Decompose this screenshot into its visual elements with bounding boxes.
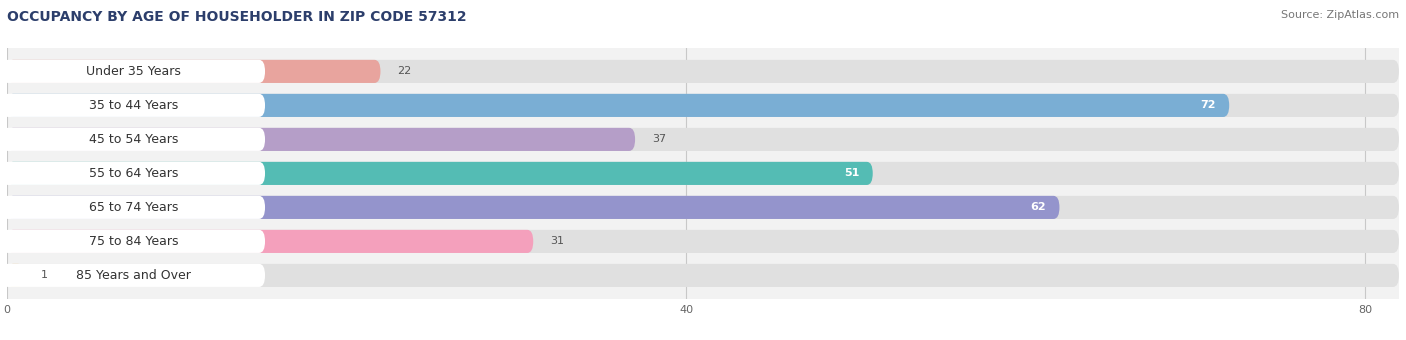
FancyBboxPatch shape [7,196,1399,219]
Text: 35 to 44 Years: 35 to 44 Years [89,99,179,112]
FancyBboxPatch shape [1,128,266,151]
Text: Under 35 Years: Under 35 Years [86,65,181,78]
FancyBboxPatch shape [1,196,266,219]
FancyBboxPatch shape [7,60,381,83]
FancyBboxPatch shape [1,162,266,185]
Text: 37: 37 [652,134,666,144]
Text: OCCUPANCY BY AGE OF HOUSEHOLDER IN ZIP CODE 57312: OCCUPANCY BY AGE OF HOUSEHOLDER IN ZIP C… [7,10,467,24]
FancyBboxPatch shape [7,162,873,185]
FancyBboxPatch shape [7,230,1399,253]
Text: Source: ZipAtlas.com: Source: ZipAtlas.com [1281,10,1399,20]
Text: 62: 62 [1031,202,1046,212]
Text: 72: 72 [1201,100,1216,110]
Text: 45 to 54 Years: 45 to 54 Years [89,133,179,146]
Text: 85 Years and Over: 85 Years and Over [76,269,191,282]
FancyBboxPatch shape [7,264,1399,287]
FancyBboxPatch shape [7,128,636,151]
Text: 1: 1 [41,270,48,280]
Text: 55 to 64 Years: 55 to 64 Years [89,167,179,180]
FancyBboxPatch shape [7,60,1399,83]
FancyBboxPatch shape [1,94,266,117]
Text: 51: 51 [844,168,859,179]
FancyBboxPatch shape [7,94,1229,117]
Text: 75 to 84 Years: 75 to 84 Years [89,235,179,248]
Text: 22: 22 [398,66,412,76]
FancyBboxPatch shape [7,162,1399,185]
FancyBboxPatch shape [7,230,533,253]
FancyBboxPatch shape [7,128,1399,151]
Text: 31: 31 [550,236,564,246]
FancyBboxPatch shape [7,196,1060,219]
Text: 65 to 74 Years: 65 to 74 Years [89,201,179,214]
FancyBboxPatch shape [1,230,266,253]
FancyBboxPatch shape [1,264,266,287]
FancyBboxPatch shape [1,60,266,83]
FancyBboxPatch shape [7,94,1399,117]
FancyBboxPatch shape [7,264,24,287]
